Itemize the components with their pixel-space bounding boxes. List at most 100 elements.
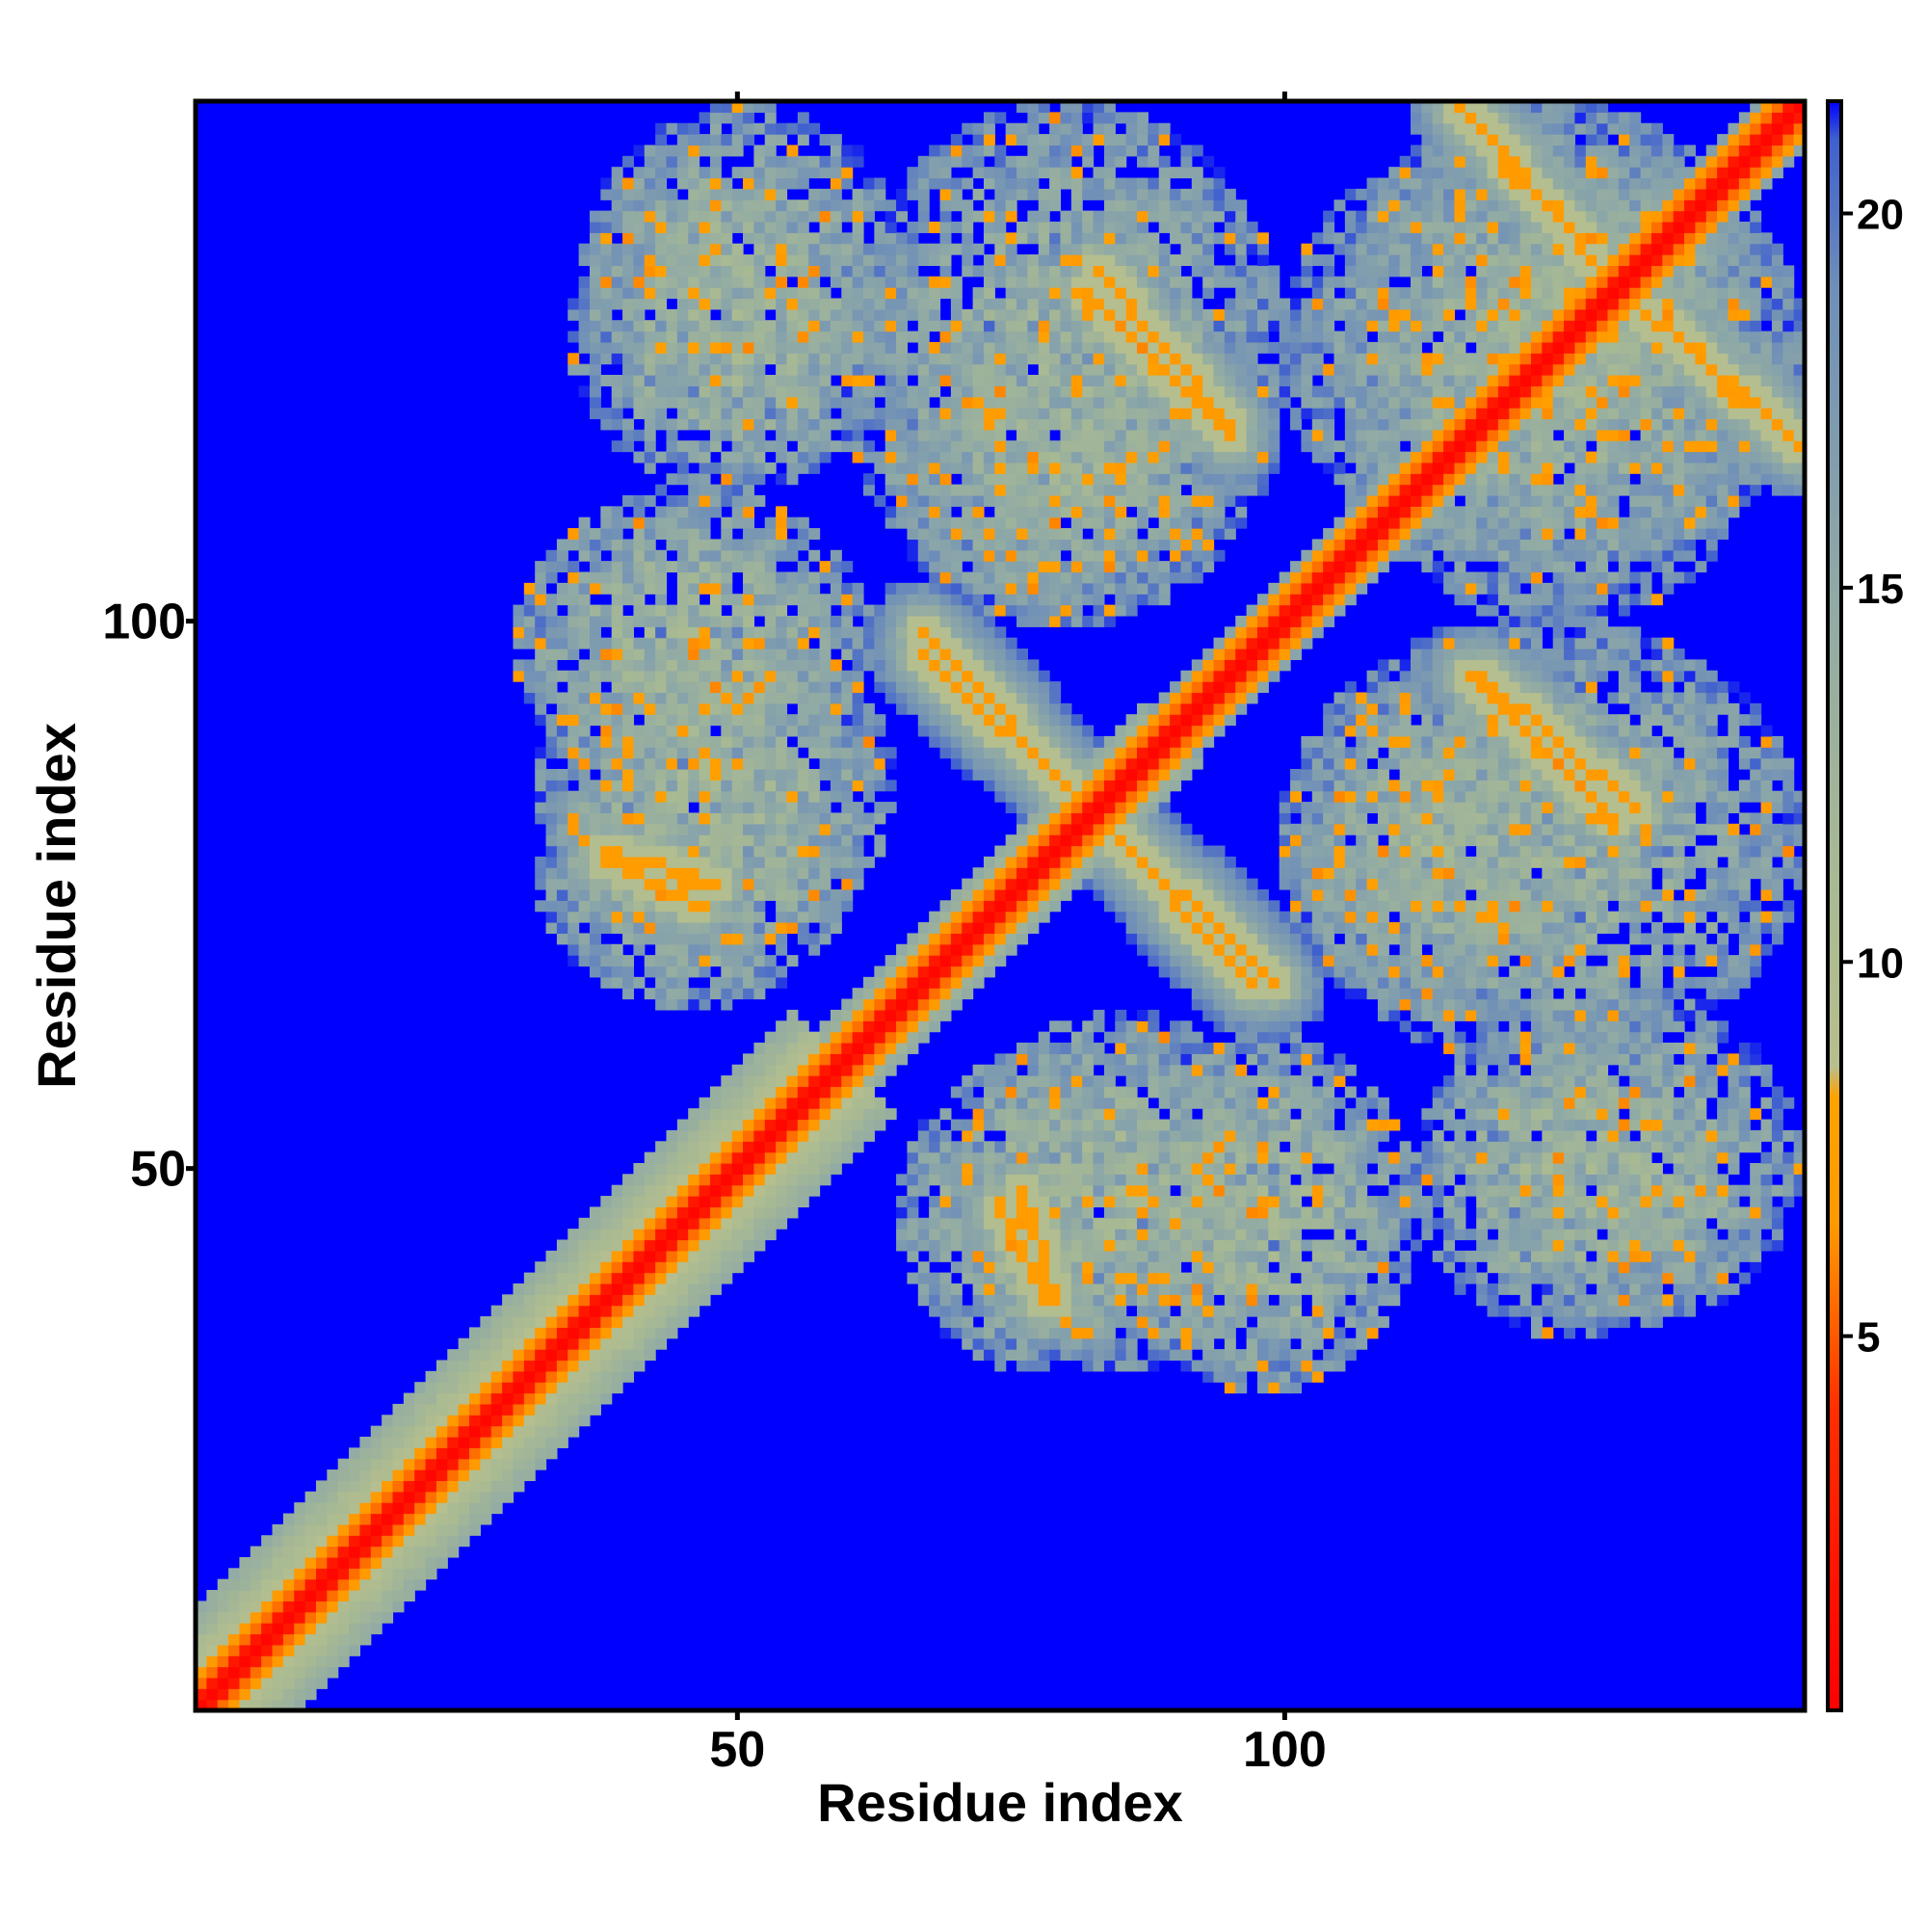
heatmap-cell <box>917 308 930 321</box>
heatmap-cell <box>294 1523 306 1536</box>
heatmap-cell <box>907 462 919 474</box>
heatmap-cell <box>819 320 832 332</box>
heatmap-cell <box>676 122 689 135</box>
heatmap-cell <box>1049 265 1062 278</box>
heatmap-cell <box>545 1283 558 1295</box>
heatmap-cell <box>862 210 875 223</box>
heatmap-cell <box>874 341 886 354</box>
heatmap-cell <box>808 375 821 386</box>
heatmap-cell <box>929 287 941 300</box>
heatmap-cell <box>655 385 668 398</box>
heatmap-cell <box>1038 494 1050 507</box>
heatmap-cell <box>721 1272 733 1284</box>
heatmap-cell <box>983 1349 995 1362</box>
heatmap-cell <box>929 539 941 551</box>
heatmap-cell <box>1038 812 1050 825</box>
heatmap-cell <box>983 167 995 179</box>
heatmap-cell <box>950 604 963 617</box>
heatmap-cell <box>611 1382 623 1394</box>
heatmap-cell <box>556 615 568 627</box>
heatmap-cell <box>1070 1283 1083 1295</box>
heatmap-cell <box>578 659 591 672</box>
heatmap-cell <box>874 780 886 792</box>
heatmap-cell <box>622 845 635 858</box>
heatmap-cell <box>983 287 995 300</box>
heatmap-cell <box>217 1688 229 1701</box>
heatmap-cell <box>1005 702 1017 715</box>
heatmap-cell <box>939 188 952 200</box>
heatmap-cell <box>852 276 864 288</box>
heatmap-cell <box>972 1283 985 1295</box>
heatmap-cell <box>1115 1196 1127 1208</box>
heatmap-cell <box>425 1523 437 1536</box>
heatmap-cell <box>676 516 689 529</box>
heatmap-cell <box>699 659 711 672</box>
heatmap-cell <box>764 243 777 255</box>
heatmap-cell <box>841 747 854 759</box>
heatmap-cell <box>1070 1196 1083 1208</box>
heatmap-cell <box>994 714 1007 727</box>
heatmap-cell <box>655 615 668 627</box>
heatmap-cell <box>644 528 656 541</box>
heatmap-cell <box>568 571 580 584</box>
heatmap-cell <box>699 1174 711 1186</box>
heatmap-cell <box>962 1119 974 1131</box>
heatmap-cell <box>841 1097 854 1109</box>
heatmap-cell <box>600 790 613 803</box>
heatmap-cell <box>907 615 919 627</box>
heatmap-cell <box>370 1535 383 1548</box>
heatmap-cell <box>1027 320 1040 332</box>
heatmap-cell <box>830 331 842 343</box>
heatmap-cell <box>699 363 711 376</box>
heatmap-cell <box>1115 1119 1127 1131</box>
heatmap-cell <box>655 976 668 989</box>
heatmap-cell <box>819 900 832 913</box>
heatmap-cell <box>622 516 635 529</box>
heatmap-cell <box>896 1174 909 1186</box>
heatmap-cell <box>600 1239 613 1252</box>
heatmap-cell <box>699 812 711 825</box>
heatmap-cell <box>884 1031 897 1044</box>
heatmap-cell <box>403 1436 415 1448</box>
heatmap-cell <box>447 1546 460 1558</box>
heatmap-cell <box>721 670 733 682</box>
heatmap-cell <box>1038 888 1050 901</box>
heatmap-cell <box>502 1469 515 1482</box>
heatmap-cell <box>392 1480 405 1493</box>
heatmap-cell <box>776 1031 788 1044</box>
heatmap-cell <box>962 1075 974 1088</box>
heatmap-cell <box>962 1337 974 1350</box>
heatmap-cell <box>972 1349 985 1362</box>
heatmap-cell <box>917 539 930 551</box>
heatmap-cell <box>786 298 799 310</box>
heatmap-cell <box>1005 494 1017 507</box>
heatmap-cell <box>731 747 744 759</box>
heatmap-cell <box>611 221 623 233</box>
heatmap-cell <box>666 911 678 923</box>
heatmap-cell <box>962 462 974 474</box>
heatmap-cell <box>907 1141 919 1153</box>
heatmap-cell <box>983 308 995 321</box>
heatmap-cell <box>1049 1043 1062 1054</box>
heatmap-cell <box>1082 1239 1095 1252</box>
heatmap-cell <box>666 254 678 267</box>
heatmap-cell <box>764 528 777 541</box>
heatmap-cell <box>994 1174 1007 1186</box>
heatmap-cell <box>228 1623 241 1635</box>
heatmap-cell <box>666 265 678 278</box>
heatmap-cell <box>819 735 832 748</box>
heatmap-cell <box>655 1327 668 1339</box>
heatmap-cell <box>884 276 897 288</box>
heatmap-cell <box>676 911 689 923</box>
heatmap-cell <box>764 408 777 420</box>
heatmap-cell <box>764 320 777 332</box>
heatmap-cell <box>545 1337 558 1350</box>
heatmap-cell <box>994 418 1007 431</box>
heatmap-cell <box>1027 221 1040 233</box>
heatmap-cell <box>852 681 864 694</box>
heatmap-cell <box>819 353 832 365</box>
heatmap-cell <box>611 571 623 584</box>
heatmap-cell <box>753 122 766 135</box>
heatmap-cell <box>250 1655 262 1668</box>
heatmap-cell <box>786 1162 799 1175</box>
